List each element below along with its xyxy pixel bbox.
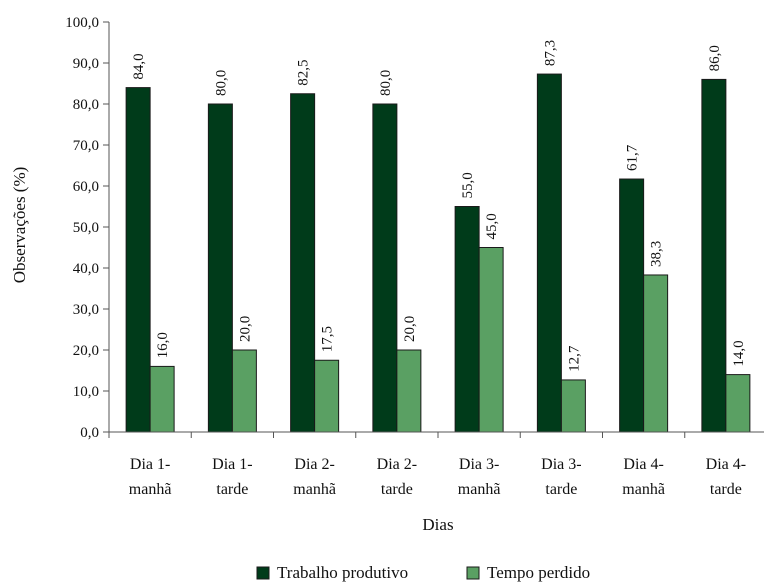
bar-tempo-perdido [231, 349, 257, 433]
x-category-label: Dia 2- [377, 456, 417, 473]
legend-swatch [256, 566, 270, 580]
x-category-label: manhã [129, 481, 172, 498]
data-labels: 84,0 80,0 82,5 80,0 55,0 87,3 61,7 86,0 16,0 20,0… [131, 40, 747, 372]
y-axis-title: Observações (%) [10, 167, 29, 284]
bars [125, 73, 751, 433]
x-category-label: tarde [381, 481, 413, 498]
x-category-label: Dia 4- [623, 456, 663, 473]
x-axis: Dia 1- manhã Dia 1- tarde Dia 2- manhã Dia 2- t… [108, 431, 764, 498]
bar-trabalho-produtivo [207, 103, 233, 433]
x-category-label: Dia 2- [294, 456, 334, 473]
bar-trabalho-produtivo [372, 103, 398, 433]
y-tick-label: 100,0 [65, 15, 99, 31]
data-label: 45,0 [484, 213, 500, 239]
bar-trabalho-produtivo [701, 78, 727, 433]
y-tick-label: 90,0 [73, 56, 99, 72]
x-category-label: Dia 3- [459, 456, 499, 473]
bar-trabalho-produtivo [290, 93, 316, 433]
data-label: 82,5 [296, 60, 312, 86]
y-tick-label: 30,0 [73, 302, 99, 318]
bar-tempo-perdido [149, 365, 175, 433]
x-category-label: manhã [458, 481, 501, 498]
y-tick-label: 60,0 [73, 179, 99, 195]
bar-tempo-perdido [560, 379, 586, 433]
data-label: 86,0 [707, 45, 723, 71]
data-label: 17,5 [320, 326, 336, 352]
data-label: 80,0 [213, 70, 229, 96]
x-category-label: tarde [545, 481, 577, 498]
bar-tempo-perdido [725, 374, 751, 433]
bar-trabalho-produtivo [619, 178, 645, 433]
legend-swatch [466, 566, 480, 580]
x-category-label: manhã [622, 481, 665, 498]
bar-trabalho-produtivo [125, 87, 151, 433]
data-label: 14,0 [731, 340, 747, 366]
bar-trabalho-produtivo [454, 206, 480, 433]
data-label: 38,3 [649, 241, 665, 267]
bar-tempo-perdido [643, 274, 669, 433]
legend-label: Trabalho produtivo [277, 563, 408, 582]
legend-label: Tempo perdido [487, 563, 590, 582]
data-label: 20,0 [402, 316, 418, 342]
data-label: 84,0 [131, 53, 147, 79]
y-tick-label: 10,0 [73, 384, 99, 400]
x-category-label: tarde [710, 481, 742, 498]
data-label: 80,0 [378, 70, 394, 96]
legend: Trabalho produtivo Tempo perdido [256, 563, 590, 582]
y-axis: 0,0 10,0 20,0 30,0 40,0 50,0 60,0 70,0 80,0 90,0 1… [65, 15, 110, 441]
bar-tempo-perdido [314, 359, 340, 433]
bar-tempo-perdido [478, 247, 504, 433]
x-category-label: Dia 3- [541, 456, 581, 473]
y-tick-label: 20,0 [73, 343, 99, 359]
bar-trabalho-produtivo [536, 73, 562, 433]
y-tick-label: 50,0 [73, 220, 99, 236]
data-label: 61,7 [625, 144, 641, 171]
data-label: 12,7 [566, 345, 582, 372]
y-tick-label: 80,0 [73, 97, 99, 113]
data-label: 87,3 [542, 40, 558, 66]
x-category-label: manhã [293, 481, 336, 498]
x-category-label: Dia 1- [212, 456, 252, 473]
y-tick-label: 70,0 [73, 138, 99, 154]
x-category-label: Dia 4- [706, 456, 746, 473]
data-label: 20,0 [237, 316, 253, 342]
data-label: 16,0 [155, 332, 171, 358]
y-tick-label: 40,0 [73, 261, 99, 277]
x-axis-title: Dias [422, 515, 453, 534]
x-category-label: tarde [216, 481, 248, 498]
bar-tempo-perdido [396, 349, 422, 433]
data-label: 55,0 [460, 172, 476, 198]
y-tick-label: 0,0 [80, 425, 99, 441]
x-category-label: Dia 1- [130, 456, 170, 473]
